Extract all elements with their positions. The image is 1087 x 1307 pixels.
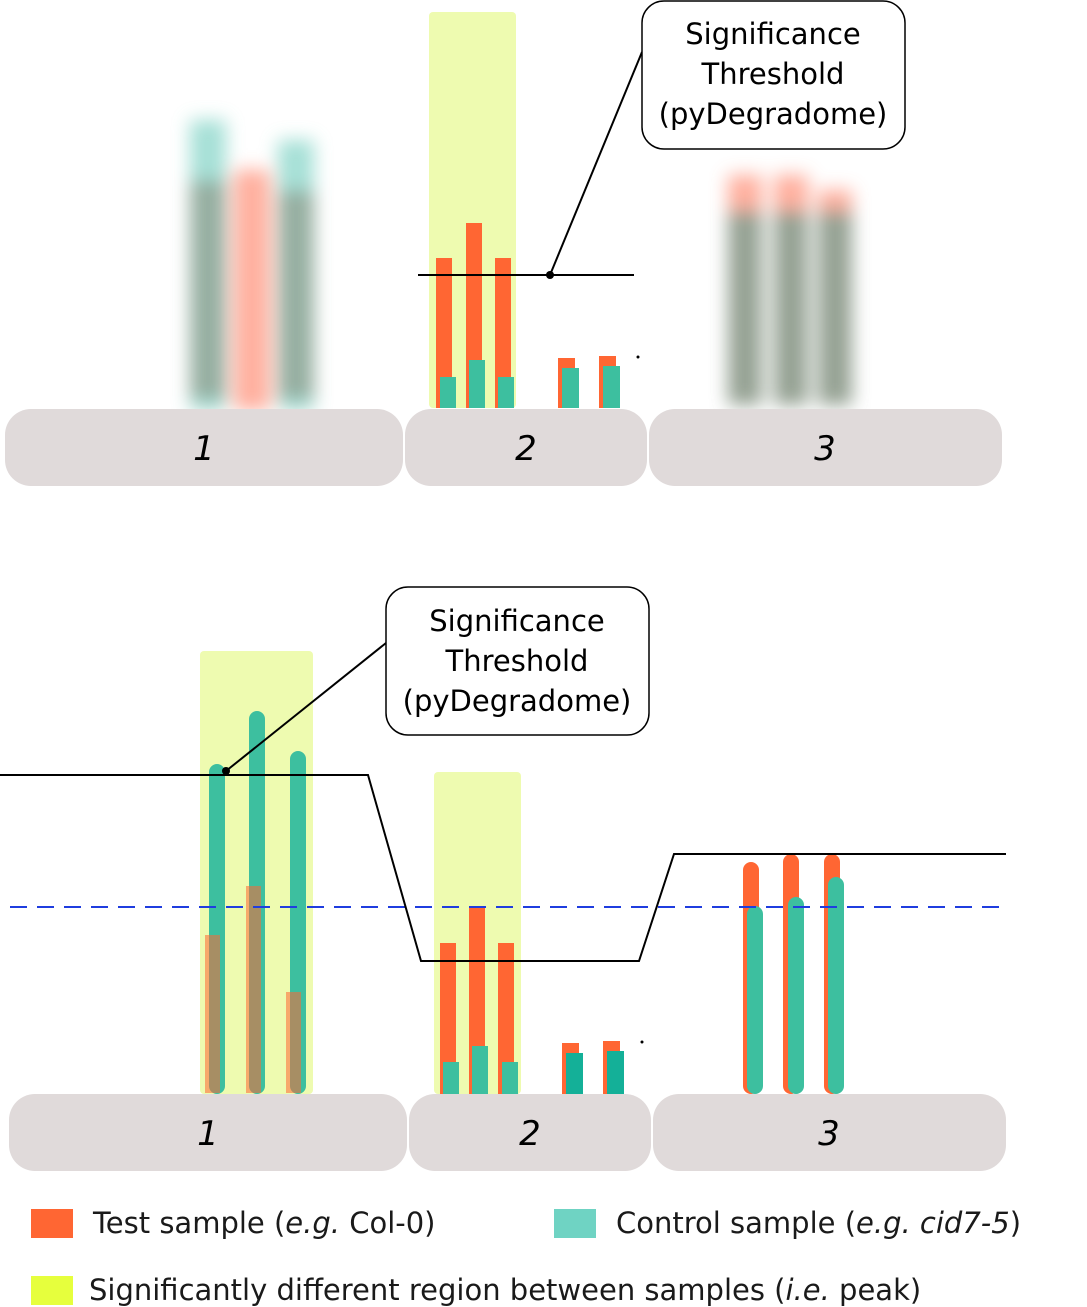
top-control-bar <box>603 366 620 408</box>
bottom-callout-leader <box>225 642 387 772</box>
legend-control-label: Control sample (e.g. cid7-5) <box>616 1206 1022 1240</box>
top-control-bar <box>469 360 485 408</box>
bottom-test-bar <box>205 935 220 1093</box>
bottom-callout-line-1: Significance <box>429 604 604 638</box>
bottom-callout-anchor <box>222 767 230 775</box>
top-callout-line-1: Significance <box>685 17 860 51</box>
bottom-control-bar <box>607 1051 624 1094</box>
bottom-control-bar <box>502 1062 518 1094</box>
top-callout-line-2: Threshold <box>701 57 845 91</box>
top-segment-label-3: 3 <box>814 429 836 469</box>
legend-peak-label: Significantly different region between s… <box>89 1273 922 1307</box>
bottom-control-bar <box>443 1062 459 1094</box>
top-control-bar <box>498 377 514 408</box>
top-blurred-bars-1 <box>190 120 314 410</box>
bottom-segment-label-3: 3 <box>818 1114 840 1154</box>
top-segment-label-1: 1 <box>193 429 215 469</box>
top-blurred-bars-3 <box>728 175 852 405</box>
bottom-control-bar <box>472 1046 488 1094</box>
top-callout-anchor <box>546 271 554 279</box>
top-dot <box>636 355 640 359</box>
bottom-test-bar <box>440 943 456 1094</box>
top-control-bar <box>440 377 456 408</box>
top-segment-label-2: 2 <box>515 429 537 469</box>
bottom-dot <box>640 1040 644 1044</box>
legend-test: Test sample (e.g. Col-0) <box>31 1206 435 1240</box>
legend-control-swatch <box>554 1208 596 1238</box>
bottom-segment-2 <box>409 1094 651 1171</box>
top-test-bar <box>495 258 511 408</box>
bottom-callout-line-2: Threshold <box>445 644 589 678</box>
legend-peak-swatch <box>31 1275 73 1305</box>
top-control-bar <box>562 368 579 408</box>
bottom-callout-line-3: (pyDegradome) <box>403 684 632 718</box>
bottom-control-bar <box>566 1053 583 1094</box>
legend-control: Control sample (e.g. cid7-5) <box>554 1206 1021 1240</box>
top-callout-line-3: (pyDegradome) <box>659 97 888 131</box>
bottom-segment-label-2: 2 <box>519 1114 541 1154</box>
top-segment-3 <box>649 409 1002 486</box>
top-segment-1 <box>5 409 403 486</box>
bottom-threshold-line <box>0 774 1006 962</box>
legend-peak: Significantly different region between s… <box>31 1273 921 1307</box>
top-callout-leader <box>549 51 643 276</box>
bottom-test-bar <box>246 886 261 1093</box>
top-segment-2 <box>405 409 647 486</box>
bottom-segment-1 <box>9 1094 407 1171</box>
bottom-callout-box <box>385 586 650 736</box>
legend-test-swatch <box>31 1208 73 1238</box>
bottom-segment-3 <box>653 1094 1006 1171</box>
bottom-test-bar <box>498 943 514 1094</box>
bottom-segment-label-1: 1 <box>197 1114 219 1154</box>
legend-test-label: Test sample (e.g. Col-0) <box>93 1206 436 1240</box>
top-callout-box <box>641 0 906 150</box>
bottom-test-bar <box>286 992 301 1093</box>
bottom-panel: Significance Threshold (pyDegradome) 1 2… <box>0 586 1006 1171</box>
top-test-bar <box>436 258 452 408</box>
top-panel: Significance Threshold (pyDegradome) 1 2… <box>5 0 1002 486</box>
